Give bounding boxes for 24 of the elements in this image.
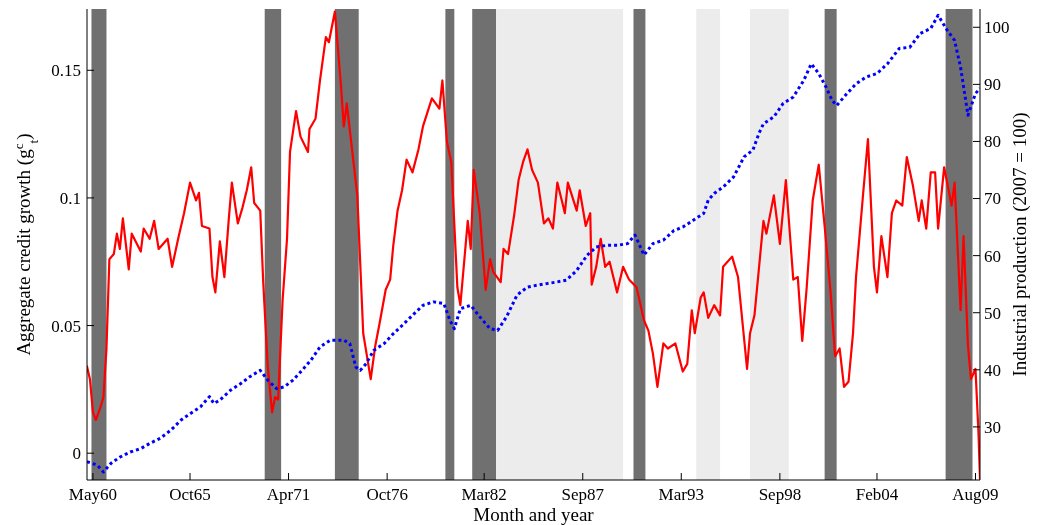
y2-tick-label: 100 bbox=[984, 18, 1010, 38]
y2-tick-label: 30 bbox=[984, 417, 1001, 437]
x-tick-label: Mar82 bbox=[461, 485, 507, 504]
y2-axis-title: Industrial production (2007 = 100) bbox=[1009, 112, 1031, 377]
y2-tick-label: 40 bbox=[984, 360, 1001, 380]
x-tick-label: Mar93 bbox=[658, 485, 704, 504]
y-tick-label: 0 bbox=[72, 444, 81, 464]
y-tick-label: 0.05 bbox=[51, 316, 81, 336]
x-tick-label: Oct65 bbox=[169, 485, 211, 504]
y2-tick-label: 90 bbox=[984, 75, 1001, 95]
y2-tick-label: 60 bbox=[984, 246, 1001, 266]
x-tick-label: Oct76 bbox=[366, 485, 408, 504]
x-tick-label: Apr71 bbox=[266, 485, 311, 504]
x-tick-label: Sep87 bbox=[561, 485, 605, 504]
x-tick-label: Sep98 bbox=[758, 485, 802, 504]
y-tick-label: 0.1 bbox=[59, 188, 81, 208]
x-tick-label: May60 bbox=[68, 485, 118, 504]
y2-tick-label: 80 bbox=[984, 132, 1001, 152]
y2-tick-label: 70 bbox=[984, 189, 1001, 209]
y2-tick-label: 50 bbox=[984, 303, 1001, 323]
x-tick-label: Feb04 bbox=[855, 485, 899, 504]
y-tick-label: 0.15 bbox=[51, 61, 81, 81]
x-tick-label: Aug09 bbox=[952, 485, 999, 504]
x-axis-title: Month and year bbox=[473, 504, 595, 525]
